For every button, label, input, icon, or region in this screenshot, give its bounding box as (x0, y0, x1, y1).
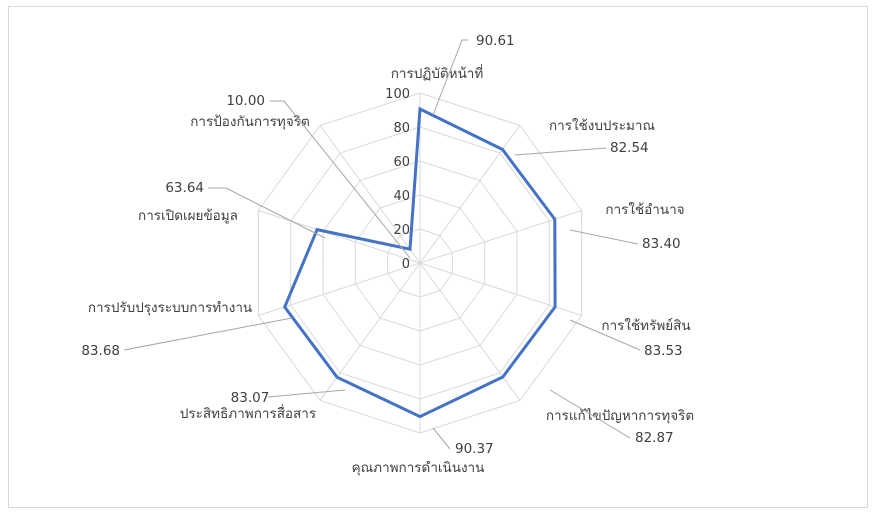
category-label: การใช้ทรัพย์สิน (601, 317, 690, 334)
leader-line (514, 147, 607, 156)
grid-spoke (419, 209, 582, 264)
data-label: 83.40 (642, 236, 681, 252)
grid-spoke (319, 262, 421, 401)
data-label: 82.54 (610, 140, 649, 156)
category-label: การเปิดเผยข้อมูล (138, 208, 238, 224)
category-label: การแก้ไขปัญหาการทุจริต (546, 408, 694, 424)
grid-spoke (419, 125, 521, 264)
data-label: 83.53 (644, 343, 683, 359)
leader-line (270, 100, 411, 259)
category-label: การป้องกันการทุจริต (190, 114, 310, 130)
tick-label: 40 (393, 189, 410, 204)
category-label: การปรับปรุงระบบการทำงาน (88, 300, 252, 316)
leader-line (123, 317, 293, 351)
tick-label: 20 (393, 223, 410, 238)
grid-spoke (258, 209, 421, 264)
tick-label: 100 (385, 87, 410, 102)
data-label: 90.37 (455, 441, 494, 457)
category-label: คุณภาพการดำเนินงาน (352, 460, 485, 476)
leader-line (432, 427, 451, 450)
category-label: การปฏิบัติหน้าที่ (391, 64, 484, 82)
data-label: 10.00 (226, 93, 265, 109)
category-label: การใช้อำนาจ (605, 201, 684, 218)
grid-spoke (258, 262, 421, 317)
data-label: 90.61 (476, 33, 515, 49)
tick-label: 60 (393, 155, 410, 170)
data-label: 83.68 (81, 343, 120, 359)
leader-line (267, 389, 346, 398)
leader-line (569, 319, 641, 351)
grid-spoke (419, 262, 582, 317)
category-label: การใช้งบประมาณ (549, 117, 655, 134)
leader-line (432, 39, 468, 116)
data-label: 83.07 (231, 390, 270, 406)
grid-spoke (319, 125, 421, 264)
leader-line (549, 389, 631, 439)
data-label: 63.64 (165, 180, 204, 196)
data-label: 82.87 (635, 430, 674, 446)
leader-line (569, 229, 639, 245)
category-label: ประสิทธิภาพการสื่อสาร (180, 404, 316, 422)
series-line (282, 106, 557, 419)
grid-spoke (419, 262, 521, 401)
leader-line (208, 187, 326, 239)
tick-label: 0 (402, 257, 410, 272)
tick-label: 80 (393, 121, 410, 136)
